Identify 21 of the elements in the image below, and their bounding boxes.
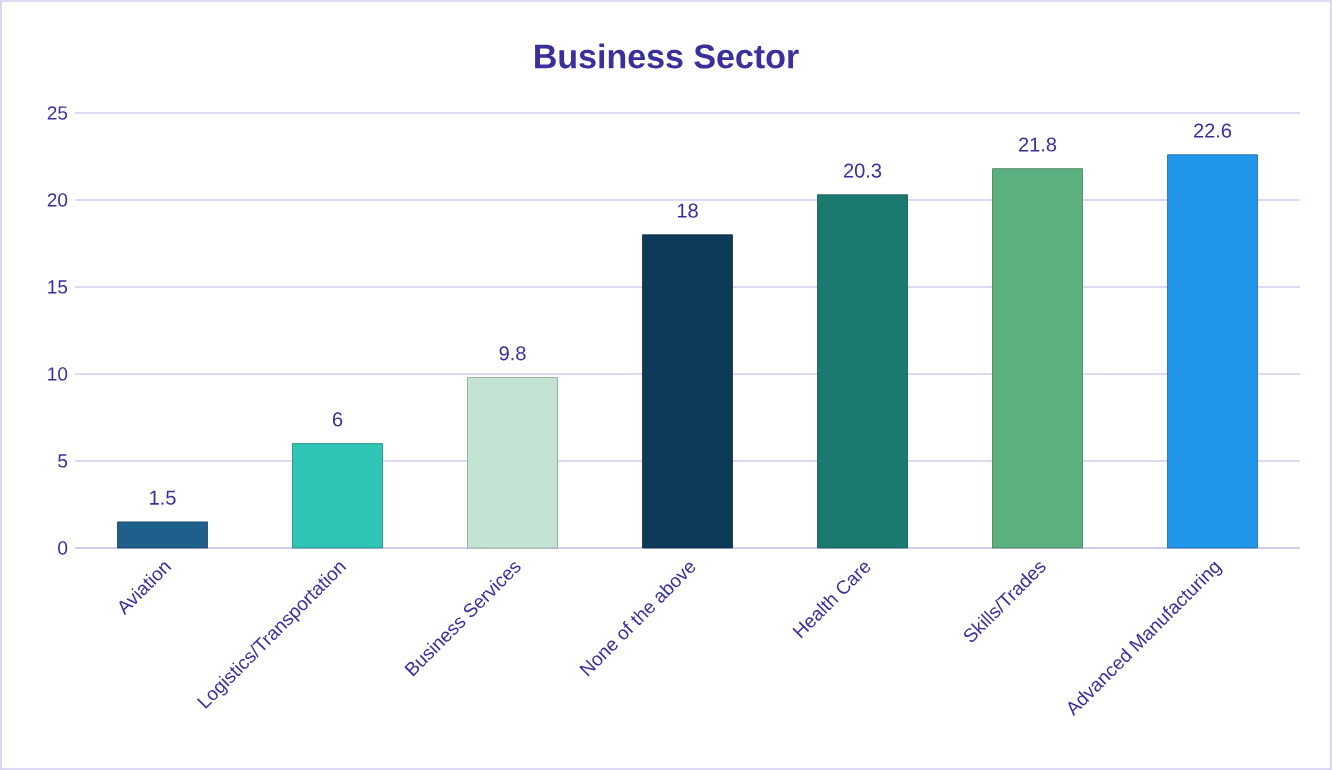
data-label: 6 <box>332 412 343 427</box>
bar <box>992 168 1083 549</box>
bar <box>292 443 383 549</box>
y-tick-label: 15 <box>48 280 68 294</box>
data-label: 9.8 <box>499 346 526 361</box>
data-label: 21.8 <box>1019 137 1057 152</box>
y-tick-label: 25 <box>47 106 68 120</box>
data-label: 18 <box>677 203 698 218</box>
data-label: 22.6 <box>1194 123 1232 138</box>
y-tick-label: 20 <box>47 193 68 207</box>
data-label: 1.5 <box>150 490 176 505</box>
bar <box>117 521 208 549</box>
bar <box>467 377 558 549</box>
y-tick-label: 0 <box>58 541 68 555</box>
chart-title: Business Sector <box>535 43 799 69</box>
y-tick-label: 5 <box>58 454 68 468</box>
data-label: 20.3 <box>844 163 882 178</box>
bar <box>1167 154 1258 549</box>
bar <box>817 194 908 549</box>
y-tick-label: 10 <box>48 367 68 381</box>
bar <box>642 234 733 549</box>
